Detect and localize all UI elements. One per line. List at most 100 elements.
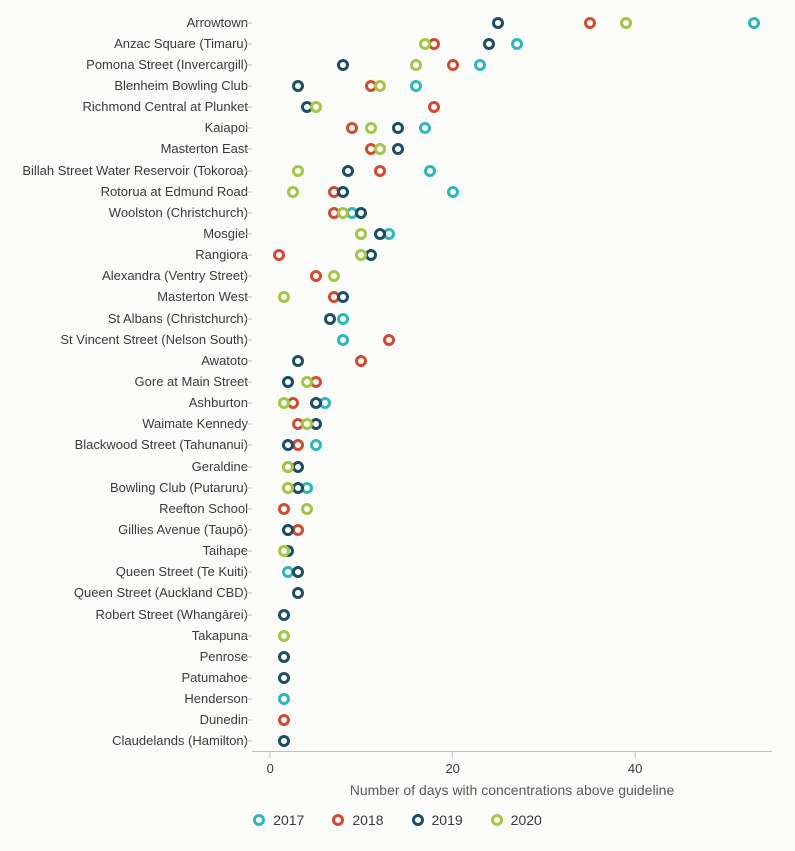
x-axis-tick: 0 xyxy=(267,752,274,776)
y-axis-tick xyxy=(246,149,252,150)
y-axis-label: Alexandra (Ventry Street) xyxy=(0,269,248,283)
data-point xyxy=(310,101,322,113)
data-point xyxy=(383,334,395,346)
data-point xyxy=(301,376,313,388)
legend-swatch-icon xyxy=(253,814,265,826)
legend-label: 2017 xyxy=(273,812,304,828)
y-axis-tick xyxy=(246,466,252,467)
x-axis-tick-label: 20 xyxy=(445,761,459,776)
data-point xyxy=(292,587,304,599)
data-point xyxy=(337,291,349,303)
y-axis-label: Blackwood Street (Tahunanui) xyxy=(0,438,248,452)
y-axis-label: Woolston (Christchurch) xyxy=(0,206,248,220)
data-point xyxy=(337,334,349,346)
legend-item-2018: 2018 xyxy=(332,812,383,828)
data-point xyxy=(447,59,459,71)
data-point xyxy=(273,249,285,261)
data-point xyxy=(337,59,349,71)
data-point xyxy=(292,566,304,578)
y-axis-tick xyxy=(246,741,252,742)
x-axis-tick-mark xyxy=(452,752,453,758)
y-axis-tick xyxy=(246,720,252,721)
y-axis-tick xyxy=(246,445,252,446)
y-axis-label: Kaiapoi xyxy=(0,121,248,135)
y-axis-label: Reefton School xyxy=(0,502,248,516)
legend-swatch-icon xyxy=(332,814,344,826)
y-axis-tick xyxy=(246,593,252,594)
y-axis-tick xyxy=(246,614,252,615)
data-point xyxy=(410,80,422,92)
y-axis-labels: ArrowtownAnzac Square (Timaru)Pomona Str… xyxy=(0,12,248,752)
y-axis-tick xyxy=(246,43,252,44)
y-axis-label: Masterton East xyxy=(0,142,248,156)
y-axis-label: Penrose xyxy=(0,650,248,664)
legend-label: 2018 xyxy=(352,812,383,828)
y-axis-tick xyxy=(246,276,252,277)
y-axis-tick xyxy=(246,508,252,509)
y-axis-label: Queen Street (Te Kuiti) xyxy=(0,565,248,579)
legend-item-2020: 2020 xyxy=(491,812,542,828)
data-point xyxy=(419,122,431,134)
data-point xyxy=(374,228,386,240)
data-point xyxy=(278,651,290,663)
data-point xyxy=(278,503,290,515)
data-point xyxy=(346,122,358,134)
data-point xyxy=(355,355,367,367)
y-axis-tick xyxy=(246,551,252,552)
data-point xyxy=(282,524,294,536)
x-axis-tick-label: 0 xyxy=(267,761,274,776)
data-point xyxy=(419,38,431,50)
data-point xyxy=(310,270,322,282)
y-axis-tick xyxy=(246,22,252,23)
data-point xyxy=(282,376,294,388)
y-axis-tick xyxy=(246,297,252,298)
data-point xyxy=(278,397,290,409)
legend-label: 2019 xyxy=(432,812,463,828)
y-axis-tick xyxy=(246,382,252,383)
legend-swatch-icon xyxy=(491,814,503,826)
data-point xyxy=(301,503,313,515)
data-point xyxy=(278,714,290,726)
y-axis-tick xyxy=(246,191,252,192)
data-point xyxy=(310,397,322,409)
y-axis-tick xyxy=(246,170,252,171)
y-axis-label: Awatoto xyxy=(0,354,248,368)
data-point xyxy=(483,38,495,50)
x-axis-ticks: 02040 xyxy=(252,752,772,782)
y-axis-label: Bowling Club (Putaruru) xyxy=(0,481,248,495)
legend-swatch-icon xyxy=(412,814,424,826)
data-point xyxy=(410,59,422,71)
data-point xyxy=(424,165,436,177)
data-point xyxy=(292,165,304,177)
y-axis-label: Queen Street (Auckland CBD) xyxy=(0,586,248,600)
data-point xyxy=(355,207,367,219)
y-axis-tick xyxy=(246,424,252,425)
y-axis-label: Gore at Main Street xyxy=(0,375,248,389)
data-point xyxy=(310,439,322,451)
y-axis-tick xyxy=(246,678,252,679)
data-point xyxy=(620,17,632,29)
y-axis-label: Arrowtown xyxy=(0,16,248,30)
data-point xyxy=(287,186,299,198)
data-point xyxy=(278,693,290,705)
data-point xyxy=(282,439,294,451)
data-point xyxy=(328,270,340,282)
y-axis-label: Mosgiel xyxy=(0,227,248,241)
data-point xyxy=(337,313,349,325)
y-axis-tick xyxy=(246,530,252,531)
y-axis-tick xyxy=(246,635,252,636)
legend-item-2017: 2017 xyxy=(253,812,304,828)
data-point xyxy=(337,186,349,198)
data-point xyxy=(748,17,760,29)
y-axis-label: Pomona Street (Invercargill) xyxy=(0,58,248,72)
y-axis-label: Rangiora xyxy=(0,248,248,262)
data-point xyxy=(474,59,486,71)
y-axis-label: Henderson xyxy=(0,692,248,706)
data-point xyxy=(374,165,386,177)
data-point xyxy=(292,355,304,367)
data-point xyxy=(365,122,377,134)
x-axis-title: Number of days with concentrations above… xyxy=(252,782,772,798)
data-point xyxy=(428,101,440,113)
data-point xyxy=(278,545,290,557)
x-axis-tick-mark xyxy=(270,752,271,758)
